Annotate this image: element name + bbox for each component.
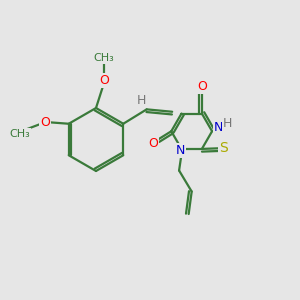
Text: H: H — [136, 94, 146, 107]
Text: O: O — [148, 137, 158, 150]
Text: CH₃: CH₃ — [9, 129, 30, 139]
Text: S: S — [219, 141, 228, 155]
Text: N: N — [175, 144, 185, 157]
Text: O: O — [99, 74, 109, 87]
Text: H: H — [223, 117, 232, 130]
Text: N: N — [214, 121, 224, 134]
Text: O: O — [197, 80, 207, 93]
Text: O: O — [40, 116, 50, 129]
Text: CH₃: CH₃ — [94, 53, 115, 63]
